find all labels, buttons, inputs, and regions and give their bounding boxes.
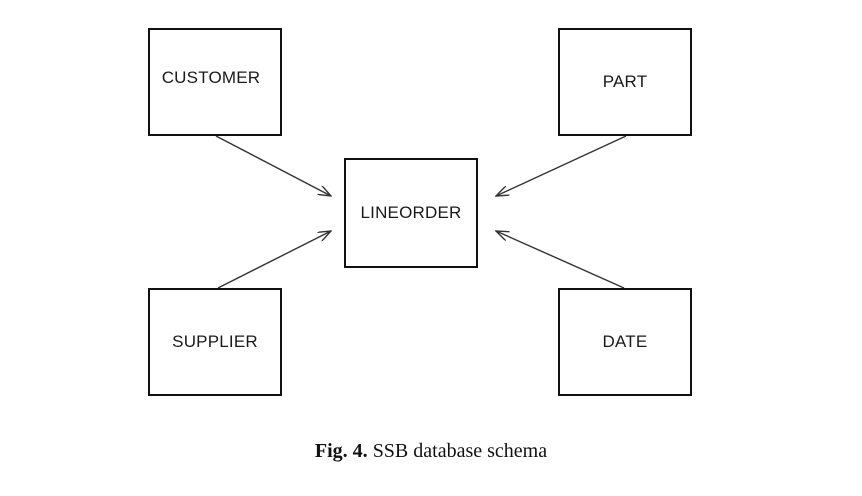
entity-date: DATE xyxy=(558,288,692,396)
entity-lineorder-label: LINEORDER xyxy=(360,203,462,222)
entity-part-label: PART xyxy=(602,72,648,91)
entity-part: PART xyxy=(558,28,692,136)
figure-caption-text: SSB database schema xyxy=(372,440,548,462)
entity-supplier: SUPPLIER xyxy=(148,288,282,396)
arrow-supplier-to-lineorder xyxy=(217,231,331,289)
entity-customer-label: CUSTOMER xyxy=(161,68,261,87)
entity-date-label: DATE xyxy=(602,332,648,351)
entity-supplier-label: SUPPLIER xyxy=(172,332,258,351)
schema-diagram: CUSTOMER PART LINEORDER SUPPLIER DATE xyxy=(148,28,692,396)
relationship-arrows xyxy=(215,135,627,289)
figure-caption: Fig. 4. SSB database schema xyxy=(0,440,862,463)
entity-customer: CUSTOMER xyxy=(148,28,282,136)
arrow-date-to-lineorder xyxy=(496,231,625,289)
arrow-part-to-lineorder xyxy=(496,135,627,196)
arrow-customer-to-lineorder xyxy=(215,135,331,196)
entity-lineorder: LINEORDER xyxy=(344,158,478,268)
figure-caption-label: Fig. 4. xyxy=(314,440,368,462)
